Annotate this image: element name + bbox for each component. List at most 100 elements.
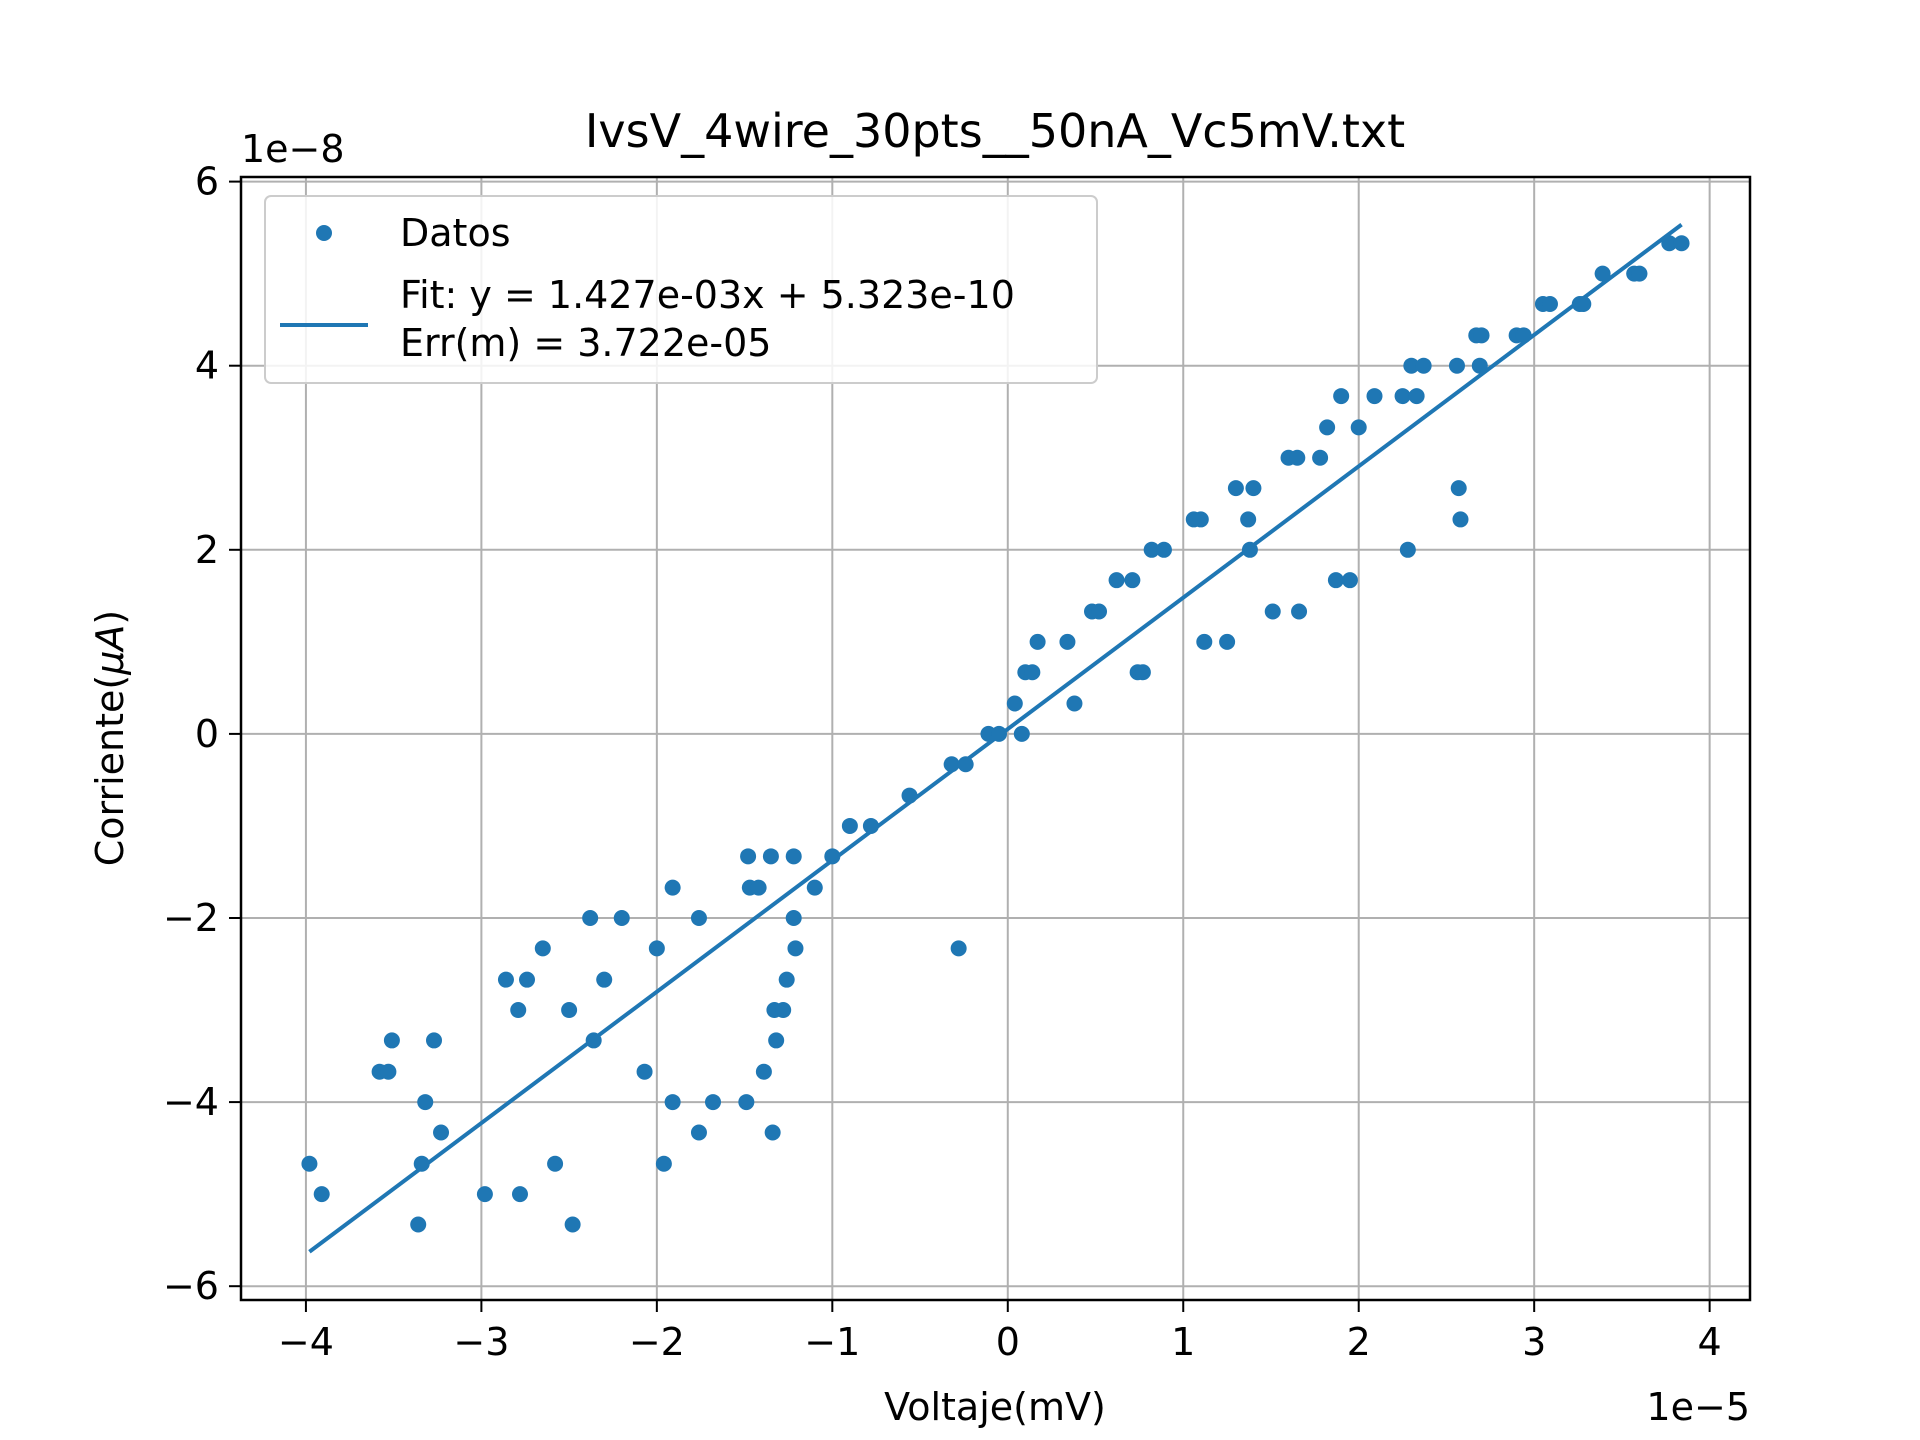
chart-title: IvsV_4wire_30pts__50nA_Vc5mV.txt xyxy=(585,104,1405,158)
legend-label-fit: Fit: y = 1.427e-03x + 5.323e-10 xyxy=(400,273,1015,317)
data-point xyxy=(613,909,630,926)
y-tick-label: 4 xyxy=(195,344,219,388)
data-point xyxy=(690,909,707,926)
x-tick-label: −2 xyxy=(629,1320,685,1364)
data-point xyxy=(313,1186,330,1203)
y-axis-ticks: −6 −4 −2 0 2 4 6 xyxy=(163,160,241,1308)
data-point xyxy=(750,879,767,896)
data-point xyxy=(596,971,613,988)
data-point xyxy=(1196,633,1213,650)
y-axis-label-unit: A xyxy=(88,625,132,654)
data-point xyxy=(950,940,967,957)
data-point xyxy=(664,1094,681,1111)
data-point xyxy=(787,940,804,957)
data-point xyxy=(1024,664,1041,681)
data-point xyxy=(417,1094,434,1111)
data-point xyxy=(1541,296,1558,313)
data-point xyxy=(1143,541,1160,558)
legend-label-fit-error: Err(m) = 3.722e-05 xyxy=(400,321,771,365)
data-point xyxy=(1394,388,1411,405)
data-point xyxy=(824,848,841,865)
x-axis-label: Voltaje(mV) xyxy=(884,1385,1106,1429)
data-point xyxy=(1219,633,1236,650)
y-tick-label: −4 xyxy=(163,1080,219,1124)
data-point xyxy=(1631,265,1648,282)
data-point xyxy=(1245,480,1262,497)
axes-frame xyxy=(239,175,1752,1302)
data-point xyxy=(1291,603,1308,620)
data-point xyxy=(547,1155,564,1172)
data-point xyxy=(1452,511,1469,528)
data-point xyxy=(841,817,858,834)
data-point xyxy=(1312,449,1329,466)
data-point xyxy=(1448,357,1465,374)
data-point xyxy=(1134,664,1151,681)
y-axis-label-mu: μ xyxy=(88,651,132,676)
data-point xyxy=(1059,633,1076,650)
data-point xyxy=(1450,480,1467,497)
x-axis-ticks: −4 −3 −2 −1 0 1 2 3 4 xyxy=(278,1300,1722,1364)
data-point xyxy=(664,879,681,896)
data-point xyxy=(1013,725,1030,742)
data-point xyxy=(1471,357,1488,374)
y-axis-label-suffix: ) xyxy=(88,610,132,625)
data-point xyxy=(511,1186,528,1203)
data-point xyxy=(775,1002,792,1019)
data-point xyxy=(564,1216,581,1233)
data-point xyxy=(705,1094,722,1111)
data-point xyxy=(426,1032,443,1049)
y-tick-label: 2 xyxy=(195,528,219,572)
y-tick-label: −6 xyxy=(163,1264,219,1308)
data-point xyxy=(1091,603,1108,620)
y-axis-label: Corriente(μA) xyxy=(88,610,132,867)
data-point xyxy=(1066,695,1083,712)
data-point xyxy=(1264,603,1281,620)
data-point xyxy=(862,817,879,834)
data-point xyxy=(1006,695,1023,712)
data-point xyxy=(582,909,599,926)
x-tick-label: 4 xyxy=(1698,1320,1722,1364)
data-point xyxy=(957,756,974,773)
legend-label-datos: Datos xyxy=(400,211,511,255)
y-tick-label: 6 xyxy=(195,160,219,204)
data-point xyxy=(1155,541,1172,558)
x-offset-text: 1e−5 xyxy=(1646,1385,1750,1429)
data-point xyxy=(1673,235,1690,252)
data-point xyxy=(1192,511,1209,528)
data-point xyxy=(762,848,779,865)
legend-marker-datos xyxy=(316,225,332,241)
data-point xyxy=(1241,541,1258,558)
y-axis-label-prefix: Corriente( xyxy=(88,675,132,866)
data-point xyxy=(1415,357,1432,374)
data-point xyxy=(1319,419,1336,436)
data-point xyxy=(476,1186,493,1203)
data-point xyxy=(1227,480,1244,497)
data-point xyxy=(755,1063,772,1080)
data-point xyxy=(1661,235,1678,252)
data-point xyxy=(1124,572,1141,589)
x-tick-label: 1 xyxy=(1171,1320,1195,1364)
legend: Datos Fit: y = 1.427e-03x + 5.323e-10 Er… xyxy=(264,195,1098,384)
data-point xyxy=(534,940,551,957)
y-offset-text: 1e−8 xyxy=(241,127,345,171)
data-point xyxy=(519,971,536,988)
data-point xyxy=(764,1124,781,1141)
data-point xyxy=(1473,327,1490,344)
data-point xyxy=(1594,265,1611,282)
data-point xyxy=(433,1124,450,1141)
data-point xyxy=(785,848,802,865)
data-point xyxy=(1029,633,1046,650)
data-point xyxy=(1350,419,1367,436)
data-point xyxy=(497,971,514,988)
x-tick-label: −4 xyxy=(278,1320,334,1364)
data-point xyxy=(1240,511,1257,528)
legend-box xyxy=(264,195,1098,384)
x-tick-label: 0 xyxy=(996,1320,1020,1364)
data-point xyxy=(561,1002,578,1019)
x-tick-label: −3 xyxy=(453,1320,509,1364)
y-tick-label: 0 xyxy=(195,712,219,756)
data-point xyxy=(510,1002,527,1019)
data-point xyxy=(1366,388,1383,405)
data-point xyxy=(655,1155,672,1172)
data-point xyxy=(1408,388,1425,405)
